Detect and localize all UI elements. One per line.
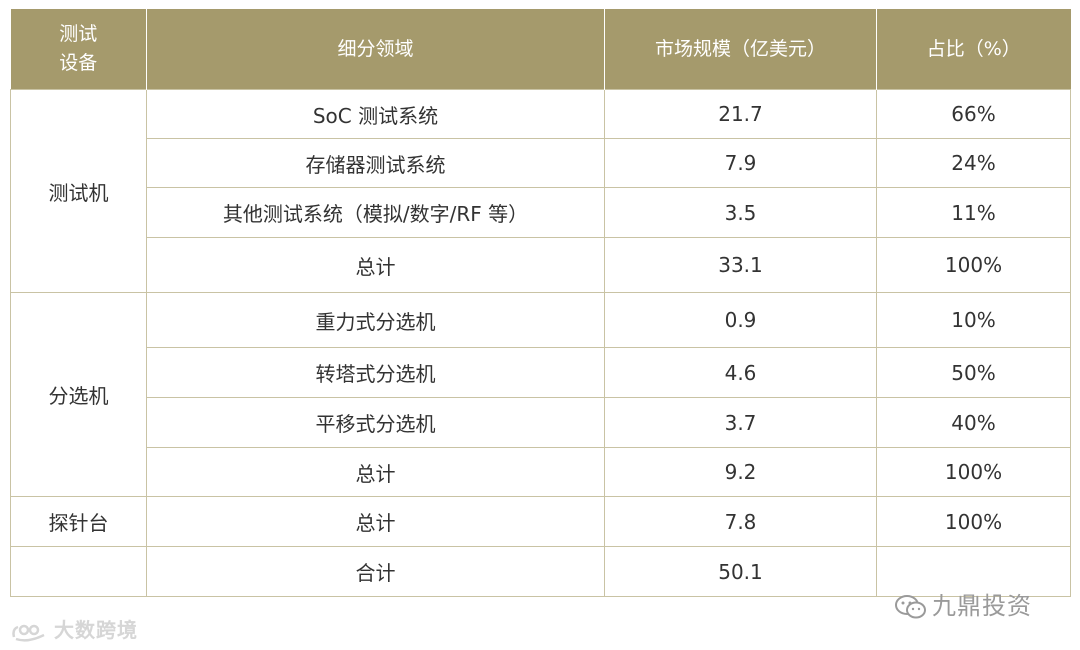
share-cell: 66% (876, 89, 1071, 139)
share-cell (876, 546, 1071, 597)
size-cell: 9.2 (604, 447, 877, 497)
watermark-jiuding: 九鼎投资 (894, 586, 1032, 621)
share-cell: 100% (876, 447, 1071, 497)
watermark-right-text: 九鼎投资 (932, 592, 1032, 620)
share-cell: 100% (876, 237, 1071, 293)
size-cell: 33.1 (604, 237, 877, 293)
header-device-line2: 设备 (59, 52, 98, 74)
watermark-left-text: 大数跨境 (54, 618, 138, 642)
header-share: 占比（%） (876, 9, 1071, 90)
size-cell: 4.6 (604, 347, 877, 398)
market-size-table: 测试 设备 细分领域 市场规模（亿美元） 占比（%） 测试机 SoC 测试系统 … (10, 9, 1071, 597)
segment-cell: 转塔式分选机 (146, 347, 605, 398)
header-device: 测试 设备 (10, 9, 147, 90)
share-cell: 24% (876, 138, 1071, 188)
share-cell: 50% (876, 347, 1071, 398)
table-row: 平移式分选机 3.7 40% (11, 397, 1071, 448)
table-row: 分选机 重力式分选机 0.9 10% (10, 292, 1071, 497)
device-cell: 分选机 (10, 292, 147, 497)
table-row: 转塔式分选机 4.6 50% (11, 347, 1071, 398)
table-row: 存储器测试系统 7.9 24% (11, 138, 1071, 188)
watermark-dashu: 大数跨境 (10, 614, 138, 643)
segment-cell: SoC 测试系统 (146, 89, 605, 139)
table-row: 探针台 总计 7.8 100% (10, 496, 1071, 547)
device-cell: 探针台 (10, 496, 147, 547)
segment-cell: 总计 (146, 496, 605, 547)
share-cell: 10% (876, 292, 1071, 348)
table-row: 测试机 SoC 测试系统 21.7 66% (10, 89, 1071, 293)
share-cell: 11% (876, 187, 1071, 238)
size-cell: 3.7 (604, 397, 877, 448)
header-market-size: 市场规模（亿美元） (604, 9, 877, 90)
size-cell: 7.8 (604, 496, 877, 547)
size-cell: 50.1 (604, 546, 877, 597)
table-header-row: 测试 设备 细分领域 市场规模（亿美元） 占比（%） (10, 9, 1071, 90)
size-cell: 3.5 (604, 187, 877, 238)
table-row: 其他测试系统（模拟/数字/RF 等） 3.5 11% (11, 187, 1071, 238)
size-cell: 0.9 (604, 292, 877, 348)
size-cell: 21.7 (604, 89, 877, 139)
segment-cell: 合计 (146, 546, 605, 597)
table-row: 总计 9.2 100% (11, 447, 1071, 497)
segment-cell: 其他测试系统（模拟/数字/RF 等） (146, 187, 605, 238)
grand-total-row: 合计 50.1 (10, 546, 1071, 597)
segment-cell: 总计 (146, 237, 605, 293)
header-device-line1: 测试 (59, 23, 98, 45)
size-cell: 7.9 (604, 138, 877, 188)
segment-cell: 存储器测试系统 (146, 138, 605, 188)
table-row: 总计 33.1 100% (11, 237, 1071, 293)
dashu-logo-icon (10, 621, 50, 643)
device-cell: 测试机 (10, 89, 147, 293)
segment-cell: 平移式分选机 (146, 397, 605, 448)
wechat-icon (894, 593, 928, 621)
header-segment: 细分领域 (146, 9, 605, 90)
segment-cell: 重力式分选机 (146, 292, 605, 348)
device-cell (10, 546, 147, 597)
share-cell: 100% (876, 496, 1071, 547)
share-cell: 40% (876, 397, 1071, 448)
segment-cell: 总计 (146, 447, 605, 497)
